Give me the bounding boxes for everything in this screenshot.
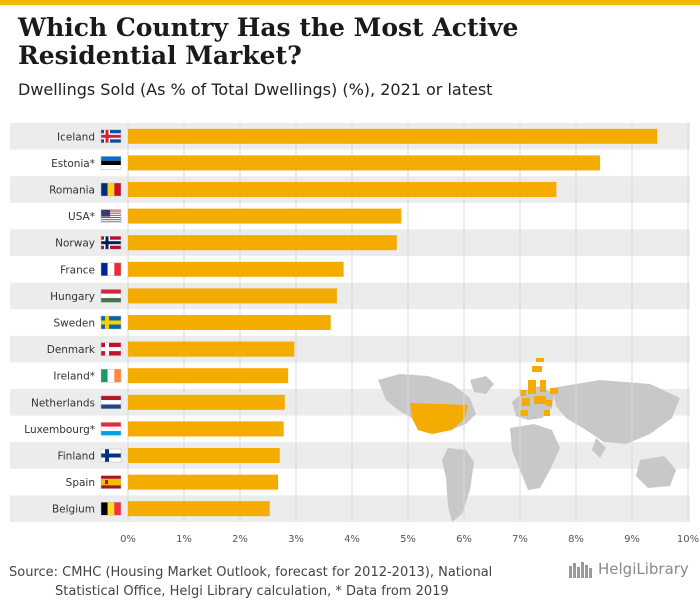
helgi-library-logo: HelgiLibrary — [568, 560, 689, 578]
france-flag-icon — [100, 262, 122, 277]
row-stripe — [10, 335, 690, 363]
map-landmass — [636, 456, 676, 488]
netherlands-flag-icon — [100, 395, 122, 410]
map-landmass — [442, 448, 474, 522]
category-label: Denmark — [47, 344, 96, 356]
map-landmass — [410, 403, 468, 434]
bars — [128, 128, 658, 517]
category-label: Estonia* — [51, 158, 95, 170]
map-highlight — [546, 400, 552, 406]
bar — [128, 182, 557, 197]
world-map-inset — [378, 358, 680, 522]
category-label: Hungary — [50, 291, 95, 303]
x-tick-label: 3% — [288, 534, 304, 545]
library-icon — [569, 562, 592, 578]
map-highlight — [544, 410, 550, 416]
x-tick-label: 1% — [176, 534, 192, 545]
row-stripe — [10, 442, 690, 469]
map-landmass — [552, 380, 680, 444]
category-label: France — [60, 264, 95, 276]
estonia-flag-icon — [100, 156, 122, 170]
source-line-2: Statistical Office, Helgi Library calcul… — [55, 584, 449, 599]
accent-bar — [0, 0, 700, 5]
x-tick-label: 6% — [456, 534, 472, 545]
bar — [128, 474, 279, 490]
category-label: Netherlands — [31, 397, 95, 409]
map-highlight — [532, 366, 542, 372]
bar — [128, 235, 397, 251]
map-highlight — [550, 388, 558, 394]
bar — [128, 128, 658, 144]
usa-flag-icon — [100, 209, 122, 223]
category-label: Sweden — [54, 318, 96, 330]
category-label: Iceland — [57, 131, 95, 143]
bar — [128, 368, 289, 384]
map-highlight — [522, 398, 530, 406]
category-label: Ireland* — [53, 371, 95, 383]
category-label: Finland — [57, 451, 95, 463]
bar — [128, 448, 280, 463]
x-tick-labels: 0% 1% 2% 3% 4% 5% 6% 7% 8% 9% 10% — [120, 534, 699, 545]
category-label: USA* — [68, 211, 95, 223]
map-highlight — [540, 380, 546, 392]
source-note: Source: CMHC (Housing Market Outlook, fo… — [9, 563, 529, 601]
x-tick-label: 10% — [677, 534, 699, 545]
x-tick-label: 8% — [568, 534, 584, 545]
romania-flag-icon — [100, 182, 122, 197]
map-landmass — [592, 438, 606, 458]
norway-flag-icon — [100, 235, 122, 250]
category-label: Norway — [55, 238, 95, 250]
category-label: Romania — [49, 185, 95, 197]
category-label: Belgium — [52, 504, 95, 516]
belgium-flag-icon — [100, 501, 122, 516]
bar — [128, 155, 601, 171]
bar — [128, 261, 344, 277]
bar-chart: Iceland Estonia* Romania USA* Norway France Hu… — [10, 123, 699, 545]
category-labels: Iceland Estonia* Romania USA* Norway France Hu… — [24, 131, 96, 515]
bar — [128, 394, 285, 410]
bar — [128, 315, 331, 330]
map-highlight — [528, 380, 536, 394]
chart-subtitle: Dwellings Sold (As % of Total Dwellings)… — [18, 80, 493, 99]
flag-icons — [100, 129, 122, 516]
ireland-flag-icon — [100, 368, 122, 383]
x-tick-label: 7% — [512, 534, 528, 545]
map-highlight — [520, 390, 526, 396]
category-label: Luxembourg* — [24, 424, 95, 436]
x-tick-label: 0% — [120, 534, 136, 545]
bar — [128, 208, 402, 224]
chart-title: Which Country Has the Most Active Reside… — [18, 13, 519, 70]
map-landmass — [510, 424, 560, 490]
category-label: Spain — [66, 477, 95, 489]
spain-flag-icon — [100, 475, 122, 489]
x-tick-label: 4% — [344, 534, 360, 545]
source-line-1: Source: CMHC (Housing Market Outlook, fo… — [9, 565, 493, 580]
logo-text: HelgiLibrary — [598, 560, 689, 578]
map-highlight — [536, 358, 544, 362]
iceland-flag-icon — [100, 129, 122, 144]
x-tick-label: 9% — [624, 534, 640, 545]
x-tick-label: 2% — [232, 534, 248, 545]
map-landmass — [470, 376, 494, 394]
sweden-flag-icon — [100, 315, 122, 330]
map-highlight — [520, 410, 528, 416]
luxembourg-flag-icon — [100, 422, 122, 436]
denmark-flag-icon — [100, 342, 122, 356]
row-stripe — [10, 282, 690, 310]
bar — [128, 341, 295, 357]
x-tick-label: 5% — [400, 534, 416, 545]
bar — [128, 501, 270, 517]
finland-flag-icon — [100, 448, 122, 463]
bar — [128, 288, 337, 304]
row-stripe — [10, 495, 690, 522]
hungary-flag-icon — [100, 289, 122, 303]
bar — [128, 421, 284, 437]
map-highlight — [534, 396, 546, 404]
